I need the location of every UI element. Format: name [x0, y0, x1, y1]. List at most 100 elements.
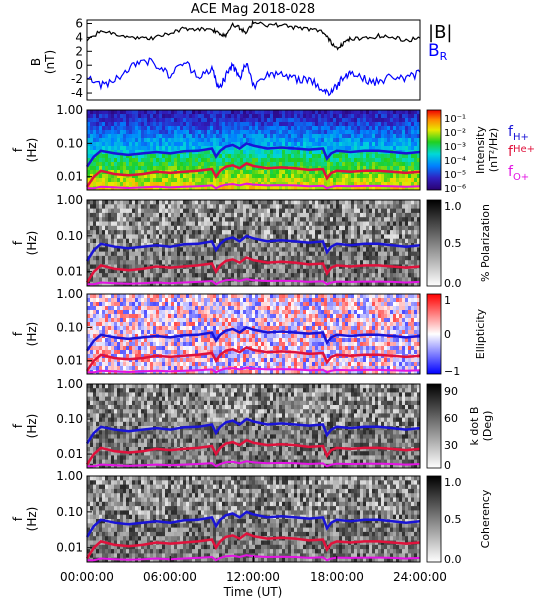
- spectrogram-cell: [210, 158, 214, 163]
- spectrogram-cell: [117, 122, 121, 127]
- spectrogram-cell: [396, 255, 400, 261]
- spectrogram-cell: [327, 230, 331, 235]
- spectrogram-cell: [309, 255, 313, 261]
- spectrogram-cell: [108, 370, 112, 375]
- spectrogram-cell: [186, 273, 190, 278]
- spectrogram-cell: [309, 154, 313, 159]
- spectrogram-cell: [273, 142, 277, 147]
- spectrogram-cell: [270, 118, 274, 123]
- spectrogram-cell: [327, 142, 331, 147]
- spectrogram-cell: [339, 247, 343, 252]
- spectrogram-cell: [411, 234, 415, 240]
- spectrogram-cell: [339, 230, 343, 235]
- spectrogram-cell: [105, 230, 109, 235]
- spectrogram-cell: [354, 126, 358, 131]
- spectrogram-cell: [255, 225, 259, 231]
- spectrogram-cell: [291, 281, 295, 287]
- spectrogram-cell: [123, 126, 127, 131]
- spectrogram-cell: [324, 170, 328, 175]
- spectrogram-cell: [261, 150, 265, 155]
- spectrogram-cell: [345, 118, 349, 123]
- spectrogram-cell: [348, 162, 352, 167]
- spectrogram-cell: [168, 130, 172, 135]
- spectrogram-cell: [255, 221, 259, 227]
- spectrogram-cell: [324, 204, 328, 209]
- spectrogram-cell: [366, 130, 370, 135]
- spectrogram-cell: [138, 142, 142, 147]
- spectrogram-cell: [222, 268, 226, 274]
- polarization-cbar-tick-3: 0.0: [444, 277, 462, 290]
- spectrogram-cell: [204, 208, 208, 214]
- spectrogram-cell: [93, 221, 97, 227]
- spectrogram-cell: [330, 182, 334, 187]
- spectrogram-cell: [231, 150, 235, 155]
- spectrogram-cell: [342, 255, 346, 261]
- spectrogram-cell: [282, 273, 286, 278]
- spectrogram-cell: [336, 138, 340, 143]
- spectrogram-cell: [204, 212, 208, 218]
- spectrogram-cell: [315, 268, 319, 274]
- spectrogram-cell: [306, 142, 310, 147]
- spectrogram-cell: [198, 208, 202, 214]
- spectrogram-cell: [255, 281, 259, 287]
- spectrogram-cell: [345, 268, 349, 274]
- spectrogram-cell: [273, 273, 277, 278]
- spectrogram-cell: [252, 217, 256, 222]
- spectrogram-cell: [201, 154, 205, 159]
- spectrogram-cell: [351, 158, 355, 163]
- spectrogram-cell: [177, 251, 181, 257]
- spectrogram-cell: [222, 130, 226, 135]
- spectrogram-cell: [144, 138, 148, 143]
- spectrogram-cell: [201, 268, 205, 274]
- spectrogram-cell: [156, 358, 160, 363]
- spectrogram-cell: [252, 162, 256, 167]
- spectrogram-cell: [387, 238, 391, 244]
- spectrogram-cell: [105, 306, 109, 311]
- spectrogram-cell: [402, 130, 406, 135]
- spectrogram-cell: [336, 260, 340, 265]
- spectrogram-cell: [288, 268, 292, 274]
- spectrogram-cell: [108, 212, 112, 218]
- spectrogram-cell: [126, 166, 130, 171]
- spectrogram-cell: [402, 281, 406, 287]
- spectrogram-cell: [126, 362, 130, 367]
- spectrogram-cell: [174, 281, 178, 287]
- spectrogram-cell: [111, 166, 115, 171]
- spectrogram-cell: [414, 208, 418, 214]
- spectrogram-cell: [174, 251, 178, 257]
- spectrogram-cell: [111, 225, 115, 231]
- spectrogram-cell: [318, 212, 322, 218]
- spectrogram-cell: [141, 362, 145, 367]
- spectrogram-cell: [153, 273, 157, 278]
- spectrogram-cell: [168, 255, 172, 261]
- spectrogram-cell: [111, 354, 115, 359]
- spectrogram-cell: [375, 134, 379, 139]
- spectrogram-cell: [291, 178, 295, 183]
- spectrogram-cell: [90, 234, 94, 240]
- spectrogram-cell: [288, 221, 292, 227]
- spectrogram-cell: [141, 225, 145, 231]
- spectrogram-cell: [276, 130, 280, 135]
- spectrogram-cell: [330, 146, 334, 151]
- spectrogram-cell: [396, 234, 400, 240]
- spectrogram-cell: [114, 238, 118, 244]
- spectrogram-cell: [186, 118, 190, 123]
- spectrogram-cell: [336, 150, 340, 155]
- spectrogram-cell: [108, 366, 112, 371]
- spectrogram-cell: [90, 154, 94, 159]
- spectrogram-cell: [198, 158, 202, 163]
- spectrogram-cell: [321, 158, 325, 163]
- spectrogram-cell: [393, 134, 397, 139]
- spectrogram-cell: [90, 330, 94, 335]
- spectrogram-cell: [348, 130, 352, 135]
- spectrogram-cell: [357, 247, 361, 252]
- spectrogram-cell: [273, 208, 277, 214]
- spectrogram-cell: [99, 238, 103, 244]
- spectrogram-cell: [153, 255, 157, 261]
- spectrogram-cell: [144, 166, 148, 171]
- spectrogram-cell: [360, 158, 364, 163]
- spectrogram-cell: [219, 230, 223, 235]
- legend-f-hplus-sub: H+: [513, 132, 529, 143]
- spectrogram-cell: [132, 138, 136, 143]
- spectrogram-cell: [204, 154, 208, 159]
